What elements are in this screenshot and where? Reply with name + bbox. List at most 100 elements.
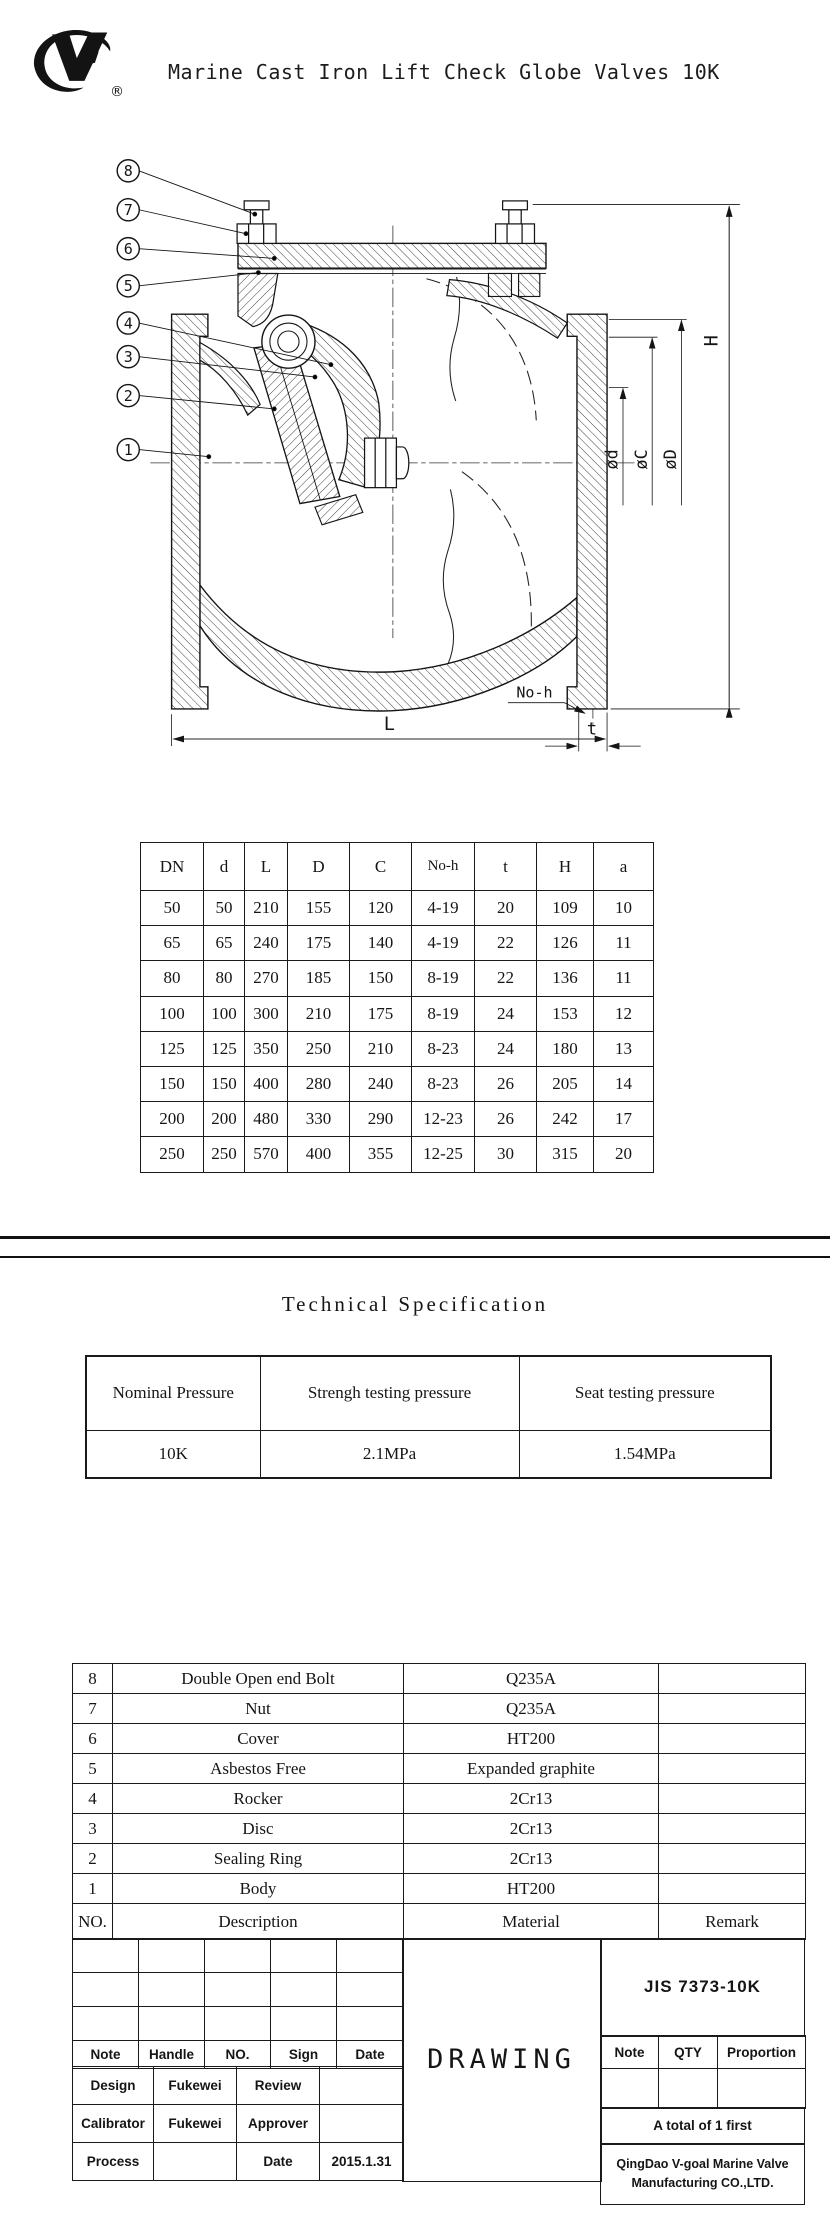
table-row: 6 Cover HT200 [72,1723,806,1754]
tb-label-note: Note [72,2039,139,2069]
tb-empty [717,2068,806,2109]
divider-thick [0,1236,830,1239]
bonnet-neck [237,272,279,328]
dim-cell: 242 [536,1101,594,1138]
dim-cell: 290 [349,1101,412,1138]
tb-empty [270,1971,337,2007]
tb-empty [336,1971,404,2007]
tech-spec-title: Technical Specification [281,1292,549,1316]
spec-value: 1.54MPa [518,1429,772,1479]
table-row: 5 Asbestos Free Expanded graphite [72,1753,806,1784]
table-row: 7 Nut Q235A [72,1693,806,1724]
tb-note-col: Note [600,2035,659,2069]
tb-empty [270,2005,337,2041]
part-description: Sealing Ring [112,1843,404,1874]
cover-bolts [236,200,536,244]
title-block-left-grid: Note Handle NO. Sign Date [72,1937,404,2069]
part-material: HT200 [403,1873,659,1904]
dim-cell: 330 [287,1101,350,1138]
dim-cell: 65 [140,925,204,962]
dim-cell: 200 [203,1101,245,1138]
tb-date-label: Date [236,2142,320,2181]
tb-empty [72,1971,139,2007]
dim-cell: 8-23 [411,1065,475,1103]
dim-cell: 240 [349,1065,412,1103]
bolt-hex-left [236,223,277,244]
tb-empty [204,1971,271,2007]
part-remark [658,1693,806,1724]
dim-cell: 300 [244,995,288,1032]
dim-cell: 350 [244,1030,288,1067]
spec-header-row: Nominal Pressure Strengh testing pressur… [85,1355,772,1431]
flow-arcs [426,276,537,665]
company-cell: QingDao V-goal Marine Valve Manufacturin… [600,2143,805,2205]
dim-cell: 570 [244,1136,288,1173]
total-sheets-cell: A total of 1 first [600,2106,805,2145]
dim-header: D [287,842,350,891]
dim-cell: 50 [203,889,245,927]
table-row: 80 80 270 185 150 8-19 22 136 11 [140,960,654,997]
dim-cell: 24 [474,995,537,1032]
page-title: Marine Cast Iron Lift Check Globe Valves… [168,60,720,84]
dim-cell: 150 [140,1065,204,1103]
tb-proportion-col: Proportion [717,2035,806,2069]
dim-cell: 150 [349,960,412,997]
tb-approver-name [319,2104,404,2143]
tb-label-row: Note Handle NO. Sign Date [72,2039,404,2069]
dim-header: No-h [411,842,475,891]
cover-boss-b [517,272,541,298]
callout-6: 6 [124,240,133,258]
vg-logo [34,29,111,92]
spec-header: Seat testing pressure [518,1355,772,1431]
body-wall-left [199,341,261,417]
dim-cell: 136 [536,960,594,997]
tb-design-label: Design [72,2066,154,2105]
divider-thin [0,1256,830,1258]
part-no: 2 [72,1843,113,1874]
table-row [72,2005,404,2041]
dim-cell: 355 [349,1136,412,1173]
tb-process-label: Process [72,2142,154,2181]
tb-empty [204,1937,271,1973]
dim-cell: 30 [474,1136,537,1173]
tb-empty [138,1971,205,2007]
dim-cell: 12-23 [411,1101,475,1138]
dim-cell: 109 [536,889,594,927]
dim-cell: 250 [203,1136,245,1173]
part-description: Double Open end Bolt [112,1663,404,1694]
table-row: 100 100 300 210 175 8-19 24 153 12 [140,995,654,1032]
dim-cell: 17 [593,1101,654,1138]
dim-label-t: t [587,719,597,739]
bolt-hex-right [494,223,536,244]
tb-label-no: NO. [204,2039,271,2069]
dim-cell: 153 [536,995,594,1032]
dim-cell: 80 [140,960,204,997]
part-remark [658,1753,806,1784]
tb-empty [336,2005,404,2041]
logo-g [79,51,99,65]
callout-1: 1 [124,441,133,459]
dim-label-d: ød [602,449,622,469]
dim-cell: 140 [349,925,412,962]
title-block: Note Handle NO. Sign Date Design Fukewei… [72,1937,806,2210]
tb-empty [138,2005,205,2041]
parts-footer: Remark [658,1903,806,1940]
dim-cell: 180 [536,1030,594,1067]
tb-label-sign: Sign [270,2039,337,2069]
dim-L [171,714,607,747]
dim-cell: 400 [244,1065,288,1103]
spec-value: 10K [85,1429,261,1479]
tb-qty-col: QTY [658,2035,718,2069]
dim-header: C [349,842,412,891]
dim-cell: 8-19 [411,995,475,1032]
tb-empty [336,1937,404,1973]
tech-spec-table: Nominal Pressure Strengh testing pressur… [85,1355,772,1479]
registered-mark: ® [110,84,124,100]
table-row: 50 50 210 155 120 4-19 20 109 10 [140,889,654,927]
part-description: Cover [112,1723,404,1754]
dim-cell: 100 [203,995,245,1032]
dim-cell: 8-23 [411,1030,475,1067]
part-description: Nut [112,1693,404,1724]
